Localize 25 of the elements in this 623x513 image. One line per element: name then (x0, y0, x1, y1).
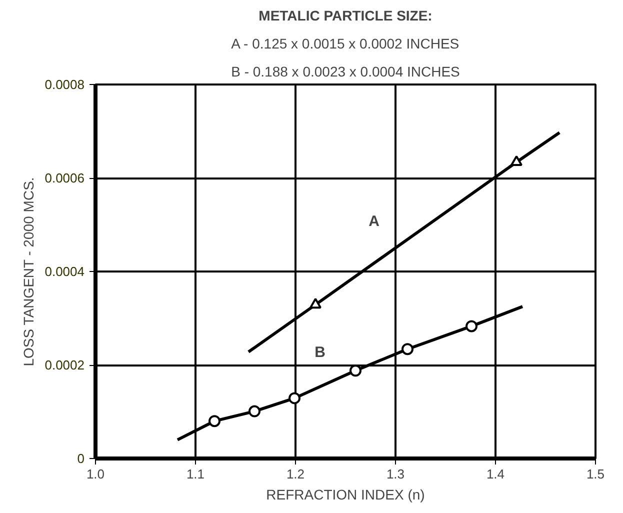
y-tick-label: 0 (77, 451, 85, 466)
series-label: B (314, 344, 326, 362)
point (208, 415, 220, 428)
x-tick-label: 1.3 (386, 466, 405, 482)
x-tick-label: 1.2 (286, 466, 305, 482)
point (510, 155, 522, 166)
x-tick-label: 1.4 (486, 466, 505, 482)
y-tick-label: 0.0008 (44, 77, 85, 92)
text: A - 0.125 x 0.0015 x 0.0002 INCHES (231, 36, 460, 52)
y-tick-label: 0.0002 (44, 358, 85, 372)
y-axis-title: LOSS TANGENT - 2000 MCS. (20, 177, 37, 366)
x-tick-label: 1.1 (186, 466, 205, 482)
text: B - 0.188 x 0.0023 x 0.0004 INCHES (231, 64, 460, 80)
x-tick-label: 1.0 (86, 466, 105, 482)
point (248, 405, 260, 418)
point (288, 392, 300, 404)
y-tick-label: 0.0004 (44, 264, 85, 279)
chart-title: METALIC PARTICLE SIZE: (258, 8, 432, 24)
series-label: A (368, 212, 380, 230)
x-tick-label: 1.5 (586, 466, 605, 482)
point (466, 320, 478, 332)
point (310, 298, 322, 309)
x-axis-title: REFRACTION INDEX (n) (266, 486, 425, 502)
y-tick-label: 0.0006 (44, 170, 85, 186)
point (402, 343, 414, 356)
